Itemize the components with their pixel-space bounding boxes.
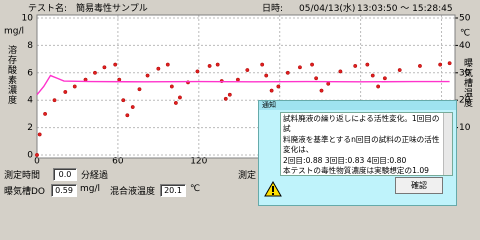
data-point [177,95,182,100]
data-point [353,64,358,68]
y2-tick-label: 10 [459,123,471,133]
y-tick-label: 2 [27,123,33,133]
data-point [130,105,135,110]
data-point [43,111,48,116]
y-tick-label: 4 [27,96,33,106]
data-point [37,132,42,137]
elapsed-value: 0.0 [53,168,77,181]
y-unit: mg/l [4,27,24,37]
data-point [137,87,142,92]
data-point [382,76,387,81]
y2-tick-label: 20 [459,96,471,106]
dialog-line: 2回目:0.88 3回目:0.83 4回目:0.80 [283,155,407,165]
x-tick-label: 60 [112,157,124,166]
data-point [276,84,281,89]
dialog-message: 試料廃液の繰り返しによる活性変化。1回目の試 料廃液を基準とするn回目の試料の正味… [280,112,453,176]
data-point [314,76,319,81]
dialog-title: 通知 [259,101,456,110]
series-line [36,74,450,96]
date-label: 日時: [262,4,284,14]
y-tick-label: 10 [22,14,34,24]
time-range: 13:03:50 ～ 15:28:45 [357,4,453,14]
elapsed-unit: 分経過 [81,171,109,181]
data-point [417,64,422,68]
data-point [326,81,331,86]
dialog-line: 本テストの毒性物質濃度は実験想定の1.09倍。 [283,166,429,176]
data-point [165,62,170,67]
data-point [319,88,324,93]
data-point [173,100,178,105]
data-point [113,62,118,67]
data-point [156,66,161,71]
data-point [223,96,228,101]
y2-axis-label: 曝気槽温度 [462,58,473,108]
data-point [121,98,126,103]
data-point [195,69,200,74]
data-point [102,65,107,70]
data-point [338,69,343,74]
temp-value: 20.1 [160,184,186,197]
plot-border [36,14,456,159]
data-point [215,62,220,67]
do-value: 0.59 [51,184,77,197]
y2-tick-label: 30 [459,68,471,78]
y2-tick-label: 50 [459,14,471,24]
data-point [117,77,122,82]
data-point [35,153,39,157]
data-point [365,62,370,67]
data-point [264,73,269,78]
data-point [285,70,290,75]
y2-tick-label: 40 [459,41,471,51]
data-point [269,88,274,93]
data-point [260,62,265,67]
date: 05/04/13(水) [299,4,356,14]
confirm-button[interactable]: 確認 [395,177,443,194]
notice-dialog: 通知 試料廃液の繰り返しによる活性変化。1回目の試 料廃液を基準とするn回目の試料… [258,100,457,206]
data-point [245,68,250,73]
measure-label: 測定 [238,171,257,181]
y-axis-label: 溶存酸素濃度 [6,44,17,105]
data-point [227,92,232,97]
x-tick-label: 0 [34,157,40,166]
y-tick-label: 8 [27,41,33,51]
data-point [447,61,452,66]
app-window: {"header":{"test_label":"テスト名:","test_na… [4,4,473,206]
x-tick-label: 120 [190,157,207,166]
dialog-line: 変化は、 [283,145,314,155]
warning-icon [264,181,282,197]
data-point [376,84,381,89]
data-point [297,65,302,70]
dialog-line: 試料廃液の繰り返しによる活性変化。1回目の試 [283,114,440,134]
data-point [52,98,57,103]
data-point [235,77,240,82]
test-label: テスト名: [28,4,68,14]
data-point [370,73,375,78]
elapsed-label: 測定時間 [4,171,41,181]
temp-label: 混合液温度 [110,187,156,197]
do-unit: mg/l [80,184,101,194]
dialog-line: 料廃液を基準とするn回目の試料の正味の活性 [283,134,440,144]
do-label: 曝気槽DO [4,187,46,197]
data-point [145,73,150,78]
test-name: 簡易毒性サンプル [76,4,148,14]
y2-unit: ℃ [460,29,470,39]
data-point [93,70,97,75]
y-tick-label: 0 [27,151,33,161]
data-point [438,62,443,67]
temp-unit: ℃ [190,184,201,194]
y-tick-label: 6 [27,68,33,78]
data-point [397,68,402,73]
data-point [207,64,212,68]
data-point [125,113,130,118]
scrollbar[interactable] [443,113,452,175]
data-point [63,90,68,94]
data-point [310,62,315,67]
data-point [72,84,77,89]
data-point [169,84,174,89]
